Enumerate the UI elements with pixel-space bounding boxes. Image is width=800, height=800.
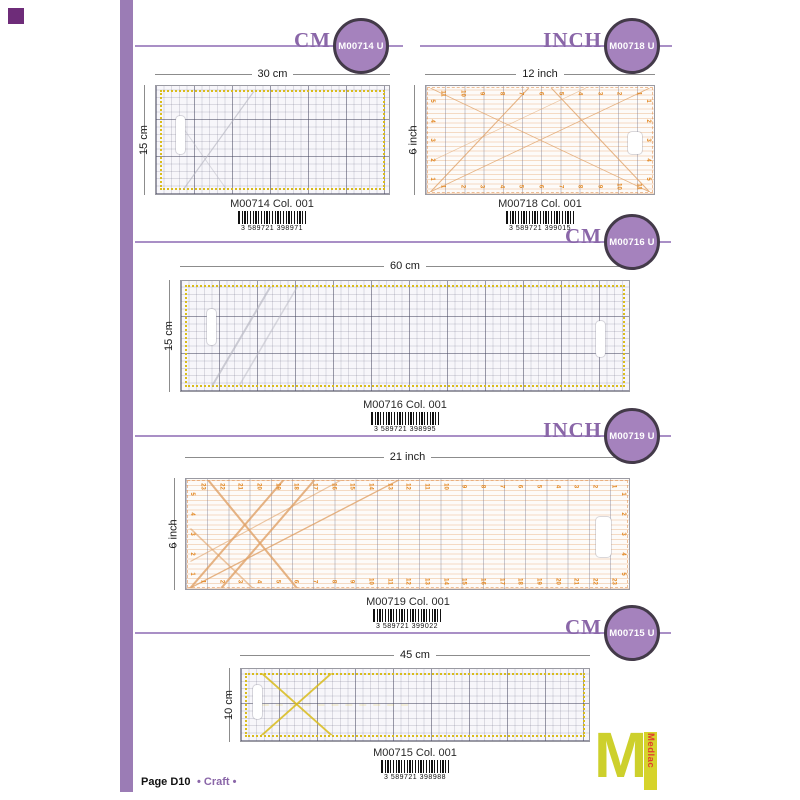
product-badge-m00716: M00716 U: [604, 214, 660, 270]
unit-label-cm: CM: [565, 224, 602, 248]
product-badge-m00715: M00715 U: [604, 605, 660, 661]
hang-slot: [253, 685, 262, 719]
width-dimension-label: 21 inch: [389, 451, 426, 463]
unit-label-cm: CM: [565, 615, 602, 639]
left-accent-bar: [120, 0, 133, 792]
height-dimension: 10 cm: [221, 668, 237, 742]
width-dimension-label: 45 cm: [400, 649, 430, 661]
width-dimension: 45 cm: [240, 647, 590, 663]
category-label: • Craft •: [197, 776, 237, 788]
barcode-bars: [381, 760, 449, 773]
diagonal-lines: [429, 87, 651, 193]
divider-line: [135, 45, 403, 47]
height-dimension: 15 cm: [136, 85, 152, 195]
height-dimension: 15 cm: [161, 280, 177, 392]
divider-line: [135, 435, 671, 437]
barcode: 3 589721 399022: [373, 609, 441, 631]
corner-square: [8, 8, 24, 24]
ruler-scale-top: 11 10 9 8 7 6 5 4 3 2 1: [439, 90, 642, 97]
product-badge-m00714: M00714 U: [333, 18, 389, 74]
barcode-digits: 3 589721 399015: [509, 225, 571, 232]
ruler-scale-bottom: 1 2 3 4 5 6 7 8 9 10 11: [439, 183, 642, 190]
barcode-bars: [506, 211, 574, 224]
height-dimension-label: 6 inch: [168, 519, 181, 549]
diagonal-lines: [211, 286, 299, 386]
hang-slot: [628, 132, 642, 154]
unit-label-inch: INCH: [543, 418, 602, 442]
ruler-scale-bottom: 1 2 3 4 5 6 7 8 9 10 11 12 13 14 15 16 17 18 19 20 21 22 23: [199, 578, 617, 585]
height-dimension-label: 10 cm: [223, 690, 235, 720]
width-dimension: 21 inch: [185, 449, 630, 465]
product-caption: M00714 Col. 001: [230, 198, 314, 210]
barcode-bars: [371, 412, 439, 425]
product-caption: M00716 Col. 001: [363, 399, 447, 411]
product-caption: M00718 Col. 001: [498, 198, 582, 210]
height-dimension: 6 inch: [406, 85, 422, 195]
barcode: 3 589721 398995: [371, 412, 439, 434]
page-number: Page D10: [141, 776, 191, 788]
width-dimension: 30 cm: [155, 66, 390, 82]
barcode-digits: 3 589721 398971: [241, 225, 303, 232]
ruler-image-m00715: [240, 668, 590, 742]
height-dimension-label: 15 cm: [138, 125, 150, 155]
width-dimension-label: 60 cm: [390, 260, 420, 272]
hang-slot: [207, 309, 216, 345]
barcode: 3 589721 398971: [238, 211, 306, 233]
product-badge-m00719: M00719 U: [604, 408, 660, 464]
product-badge-m00718: M00718 U: [604, 18, 660, 74]
hang-slot: [176, 116, 185, 154]
divider-line: [420, 45, 672, 47]
brand-name: Medlac: [645, 733, 656, 769]
diagonal-lines: [183, 91, 255, 189]
width-dimension-label: 30 cm: [257, 68, 288, 80]
barcode: 3 589721 399015: [506, 211, 574, 233]
ruler-image-m00714: [155, 85, 390, 195]
divider-line: [135, 241, 671, 243]
brand-logo-strip: Medlac: [644, 732, 657, 790]
ruler-image-m00716: [180, 280, 630, 392]
product-caption: M00715 Col. 001: [373, 747, 457, 759]
barcode: 3 589721 398988: [381, 760, 449, 782]
unit-label-inch: INCH: [543, 28, 602, 52]
brand-logo-letter: M: [594, 719, 648, 791]
ruler-scale-top: 23 22 21 20 19 18 17 16 15 14 13 12 11 10 9 8 7 6 5 4 3 2 1: [199, 483, 617, 490]
hang-slot: [596, 517, 611, 557]
height-dimension: 6 inch: [166, 478, 182, 590]
hang-slot: [596, 321, 605, 357]
height-dimension-label: 15 cm: [163, 321, 175, 351]
product-caption: M00719 Col. 001: [366, 596, 450, 608]
width-dimension: 60 cm: [180, 258, 630, 274]
barcode-digits: 3 589721 399022: [376, 623, 438, 630]
barcode-digits: 3 589721 398995: [374, 426, 436, 433]
width-dimension-label: 12 inch: [522, 68, 558, 80]
height-dimension-label: 6 inch: [408, 125, 421, 155]
barcode-bars: [238, 211, 306, 224]
unit-label-cm: CM: [294, 28, 331, 52]
barcode-bars: [373, 609, 441, 622]
divider-line: [135, 632, 671, 634]
barcode-digits: 3 589721 398988: [384, 774, 446, 781]
diagonal-lines: [260, 673, 409, 736]
width-dimension: 12 inch: [425, 66, 655, 82]
diagonal-lines: [189, 479, 400, 589]
